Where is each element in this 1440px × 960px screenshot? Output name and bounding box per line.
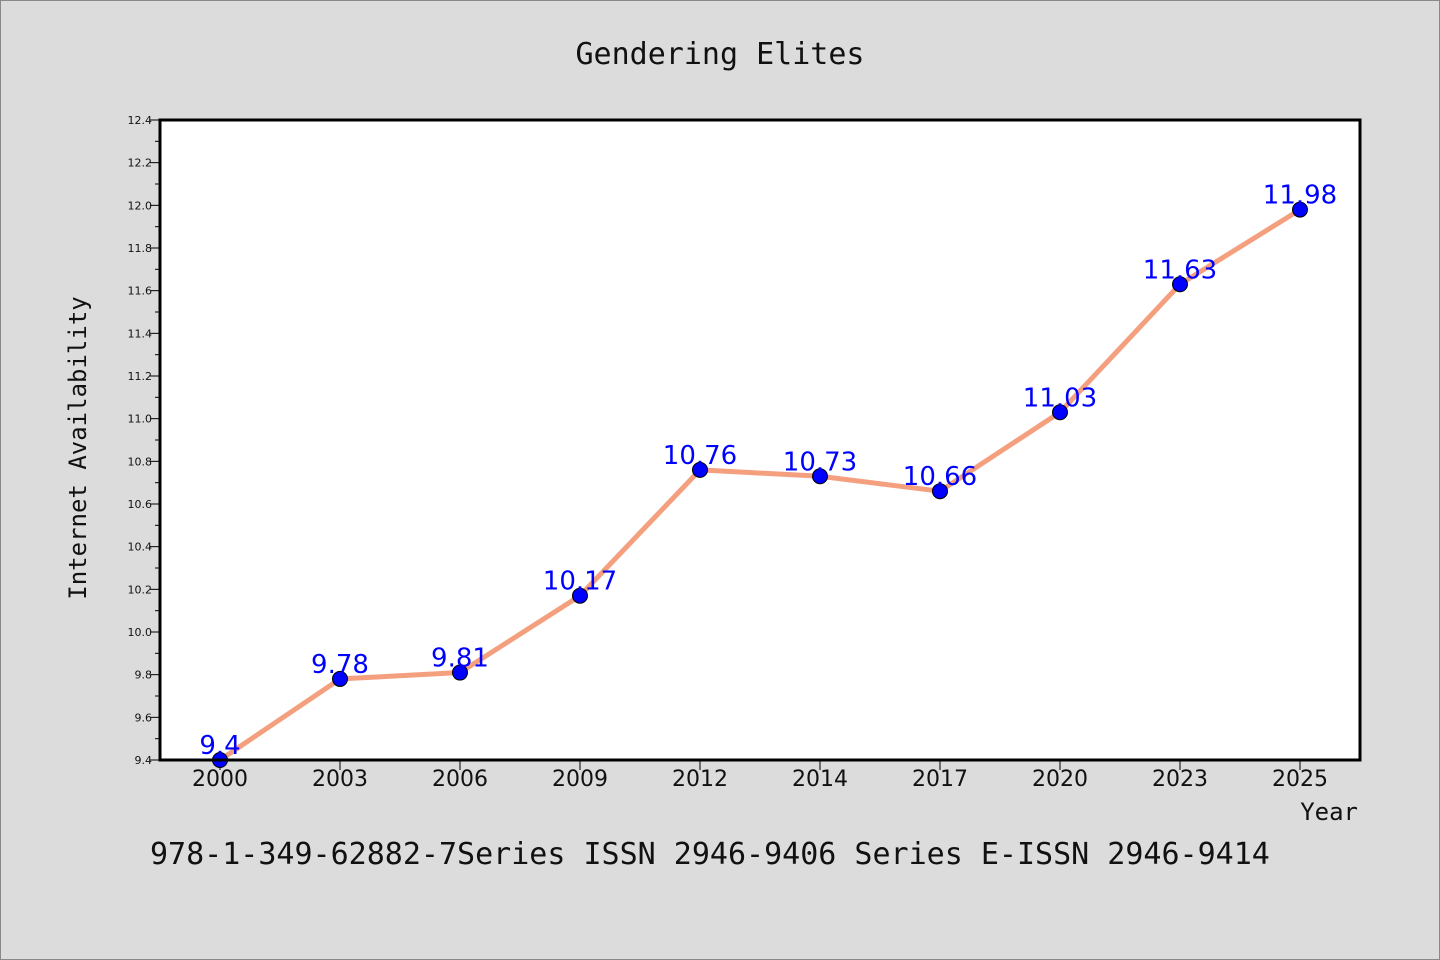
chart-title: Gendering Elites: [576, 37, 865, 72]
data-point: [812, 468, 828, 485]
plot-frame: [158, 118, 1362, 762]
y-tick-label: 12.4: [128, 114, 153, 127]
data-label: 11.03: [1023, 383, 1097, 413]
x-tick-label: 2025: [1272, 767, 1328, 792]
x-tick-label: 2006: [432, 767, 488, 792]
data-point: [452, 664, 468, 681]
y-tick-label: 11.0: [128, 413, 153, 426]
data-point: [1052, 404, 1068, 421]
y-axis: 9.4 9.6 9.8 10.0 10.2 10.4 10.6 10.8 11.0 11.2 11.…: [128, 114, 160, 767]
x-tick-label: 2012: [672, 767, 728, 792]
series-line: [217, 207, 1303, 763]
data-point: [692, 461, 708, 478]
y-tick-label: 12.2: [128, 157, 153, 170]
data-point: [932, 483, 948, 500]
data-point: [332, 670, 348, 687]
x-tick-label: 2014: [792, 767, 848, 792]
y-tick-label: 11.8: [128, 242, 153, 255]
x-axis-label: Year: [1300, 798, 1358, 826]
y-axis-label: Internet Availability: [64, 296, 92, 599]
y-tick-label: 11.2: [128, 370, 153, 383]
data-label: 9.4: [199, 731, 240, 761]
plot-area: [160, 120, 1360, 760]
markers-group: [212, 201, 1308, 768]
data-point: [1172, 276, 1188, 293]
x-tick-label: 2017: [912, 767, 968, 792]
y-tick-label: 11.4: [128, 327, 153, 340]
series-line-group: [217, 207, 1303, 763]
data-point: [572, 587, 588, 604]
x-tick-label: 2003: [312, 767, 368, 792]
data-label: 10.17: [543, 567, 617, 597]
y-tick-label: 9.6: [135, 711, 153, 724]
y-tick-label: 12.0: [128, 199, 153, 212]
y-tick-label: 10.2: [128, 583, 153, 596]
y-tick-label: 9.8: [135, 669, 153, 682]
data-label: 11.63: [1143, 255, 1217, 285]
y-tick-label: 10.6: [128, 498, 153, 511]
data-point: [1292, 201, 1308, 218]
y-tick-label: 9.4: [135, 754, 153, 767]
data-labels-group: 9.4 9.78 9.81 10.17 10.76 10.73 10.66 11.03 11.6…: [199, 181, 1337, 761]
data-label: 9.78: [311, 650, 369, 680]
y-tick-label: 10.8: [128, 455, 153, 468]
x-tick-label: 2000: [192, 767, 248, 792]
data-label: 10.73: [783, 447, 857, 477]
x-axis: 2000 2003 2006 2009 2012 2014 2017 2020 2023 2025: [192, 760, 1328, 792]
isbn-footer: 978-1-349-62882-7Series ISSN 2946-9406 S…: [150, 837, 1270, 872]
x-tick-label: 2020: [1032, 767, 1088, 792]
data-label: 10.76: [663, 441, 737, 471]
x-tick-label: 2023: [1152, 767, 1208, 792]
data-label: 10.66: [903, 462, 977, 492]
y-tick-label: 10.0: [128, 626, 153, 639]
y-tick-label: 10.4: [128, 541, 153, 554]
x-tick-label: 2009: [552, 767, 608, 792]
data-label: 9.81: [431, 644, 489, 674]
y-tick-label: 11.6: [128, 285, 153, 298]
data-label: 11.98: [1263, 181, 1337, 211]
